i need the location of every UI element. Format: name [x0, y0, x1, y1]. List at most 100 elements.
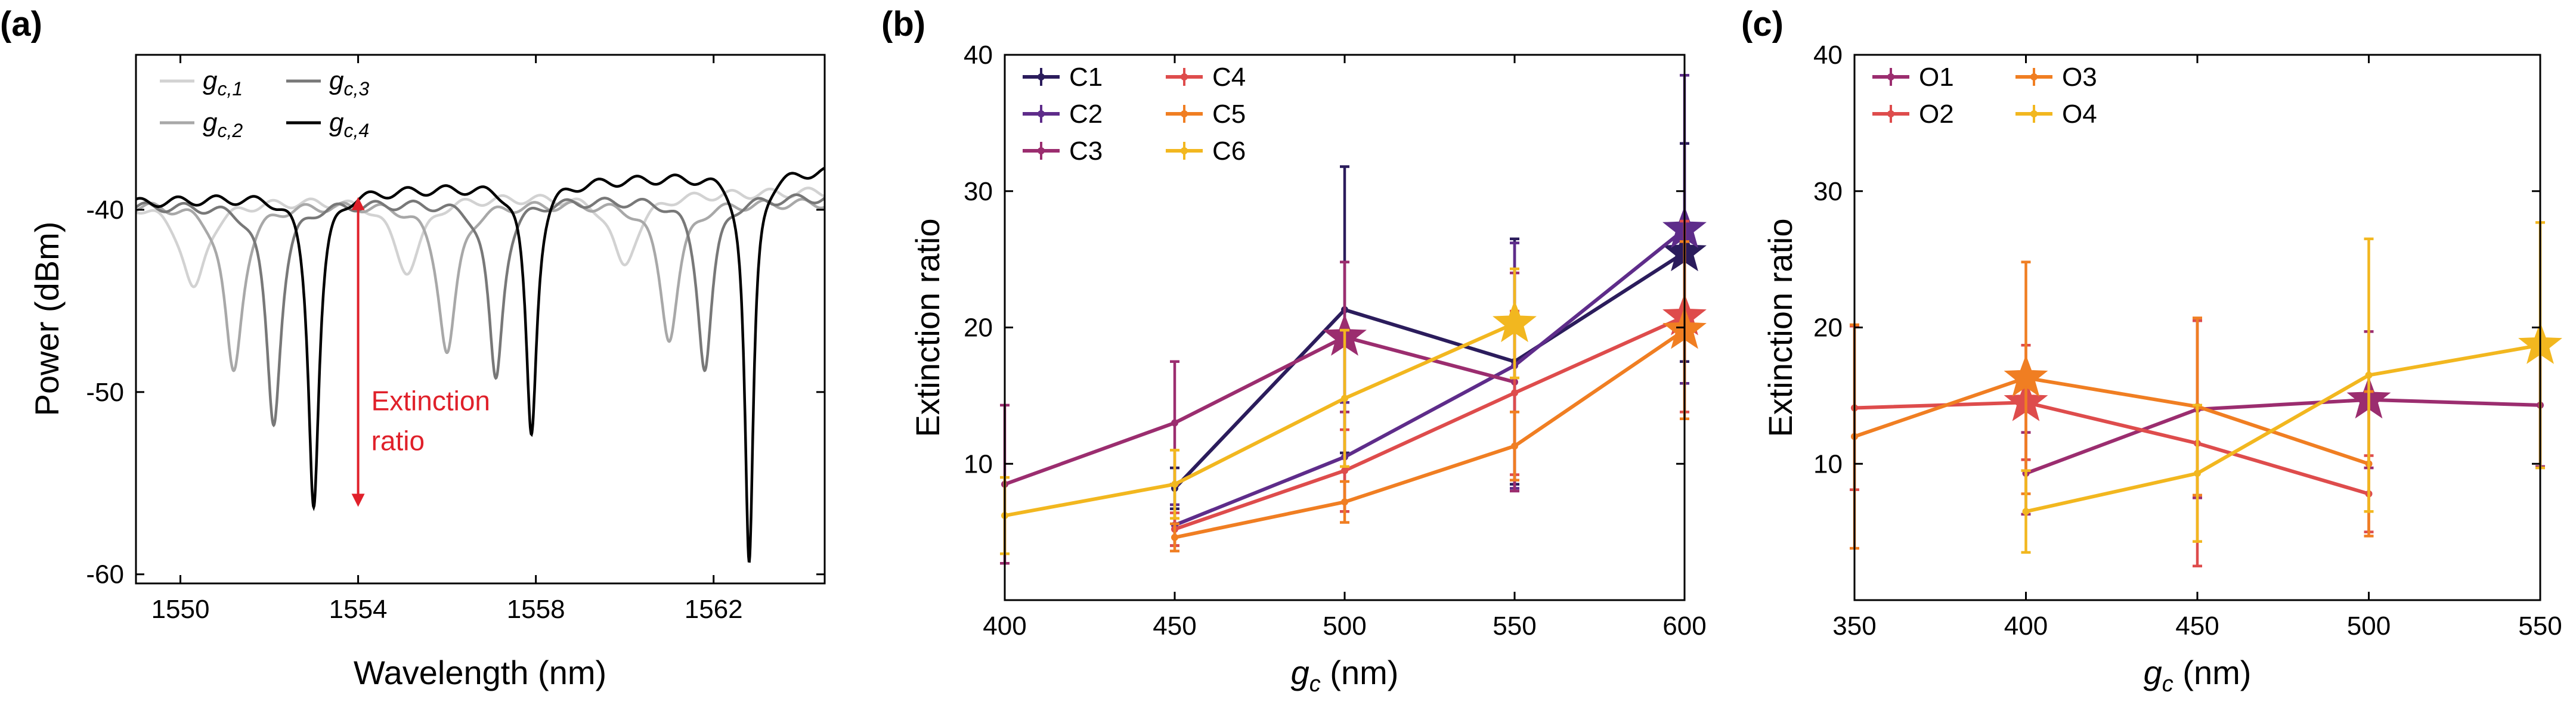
panel-c-ticks: 350 400 450 500 550 10 20 30 40: [1813, 41, 2562, 641]
y-tick-label: -60: [86, 560, 124, 589]
legend-swatch-dot: [1887, 73, 1894, 80]
legend-label-sub: c,3: [343, 78, 369, 100]
legend-label-sub: c,4: [343, 120, 369, 141]
series-c6: [1000, 267, 1537, 555]
data-point: [2365, 371, 2373, 379]
y-tick-label: -40: [86, 195, 124, 225]
series-line: [1174, 228, 1686, 527]
legend-swatch-dot: [2030, 110, 2038, 117]
data-point: [1171, 480, 1178, 488]
spectrum-line: [136, 166, 825, 563]
x-tick-label: 450: [1153, 611, 1196, 641]
x-tick-label: 1554: [329, 595, 388, 624]
panel-b-legend: C1 C2 C3 C4 C5 C6: [1023, 63, 1246, 166]
legend-label: C3: [1069, 136, 1103, 166]
x-tick-label: 500: [2347, 611, 2391, 641]
data-point: [2194, 470, 2201, 477]
series-line: [1854, 376, 2370, 466]
data-point: [1171, 533, 1178, 541]
legend-swatch-dot: [1038, 73, 1045, 80]
legend-swatch-dot: [1038, 110, 1045, 117]
panel-a-label: (a): [0, 5, 42, 44]
series-line: [1854, 400, 2370, 496]
star-marker-icon: [2004, 355, 2048, 397]
panel-c-label: (c): [1741, 5, 1784, 44]
legend-swatch-dot: [1181, 147, 1188, 154]
panel-a-frame: [135, 54, 826, 585]
legend-label: C5: [1212, 100, 1246, 129]
legend-label: O2: [1919, 100, 1954, 129]
data-point: [1171, 419, 1178, 427]
legend-label: C4: [1212, 63, 1246, 92]
legend-label: gc,4: [329, 108, 369, 141]
data-point: [1341, 467, 1348, 474]
panel-c-x-axis-title: gc (nm): [2144, 654, 2252, 697]
series-line: [1173, 251, 1686, 490]
legend-label: O1: [1919, 63, 1954, 92]
legend-label: gc,3: [329, 66, 369, 100]
spectrum-line: [136, 193, 825, 428]
series-line: [1004, 321, 1516, 518]
x-tick-label: 400: [2004, 611, 2048, 641]
annotation-line-2: ratio: [371, 426, 425, 456]
panel-a-plot-area: [136, 166, 825, 563]
panel-b-ticks: 400 450 500 550 600 10 20 30 40: [964, 41, 1707, 641]
legend-label: C6: [1212, 136, 1246, 166]
panel-a-spectra: [136, 166, 825, 563]
panel-c-y-axis-title: Extinction ratio: [1761, 218, 1799, 437]
legend-swatch-dot: [2030, 73, 2038, 80]
panel-a-ticks: 1550 1554 1558 1562 -60 -50 -40: [86, 55, 825, 624]
spectrum-line: [136, 197, 825, 372]
panel-b-y-axis-title: Extinction ratio: [909, 218, 946, 437]
x-tick-label: 550: [1493, 611, 1536, 641]
y-tick-label: 30: [1813, 177, 1843, 206]
panel-b-series: [1000, 74, 1707, 565]
legend-label-sub: c,1: [217, 78, 243, 100]
series-o2: [1850, 319, 2374, 568]
panel-b-x-axis-title: gc (nm): [1291, 654, 1399, 697]
data-point: [1511, 389, 1518, 397]
star-marker-icon: [1493, 300, 1537, 343]
legend-label: C1: [1069, 63, 1103, 92]
panel-b-label: (b): [881, 5, 925, 44]
data-point: [1341, 498, 1348, 506]
y-tick-label: 10: [1813, 449, 1843, 479]
data-point: [1341, 395, 1348, 402]
y-tick-label: 10: [964, 449, 993, 479]
legend-label: gc,2: [203, 108, 243, 141]
series-c1: [1170, 142, 1707, 510]
spectrum-line: [136, 187, 825, 288]
panel-c-legend: O1 O2 O3 O4: [1872, 63, 2097, 129]
legend-label-base: g: [329, 108, 344, 137]
panel-c-series: [1850, 221, 2562, 568]
extinction-ratio-annotation: Extinction ratio: [351, 197, 490, 507]
arrow-head-up-icon: [351, 197, 365, 210]
x-tick-label: 600: [1662, 611, 1706, 641]
y-tick-label: 20: [964, 313, 993, 343]
legend-label-base: g: [329, 66, 344, 95]
legend-swatch-dot: [1887, 110, 1894, 117]
series-line: [1174, 328, 1686, 539]
y-tick-label: 30: [964, 177, 993, 206]
legend-swatch-dot: [1181, 110, 1188, 117]
y-tick-label: 20: [1813, 313, 1843, 343]
x-tick-label: 400: [983, 611, 1026, 641]
y-tick-label: -50: [86, 378, 124, 407]
x-tick-label: 550: [2518, 611, 2562, 641]
panel-a-legend: gc,1gc,2gc,3gc,4: [160, 66, 369, 141]
y-tick-label: 40: [964, 41, 993, 70]
panel-a-x-axis-title: Wavelength (nm): [354, 654, 606, 691]
x-tick-label: 1558: [507, 595, 565, 624]
legend-swatch-dot: [1038, 147, 1045, 154]
x-tick-label: 1562: [685, 595, 743, 624]
legend-label: gc,1: [203, 66, 243, 100]
legend-label-sub: c,2: [217, 120, 243, 141]
legend-label: O4: [2062, 100, 2097, 129]
legend-label-base: g: [203, 108, 218, 137]
series-line: [1174, 315, 1686, 531]
annotation-line-1: Extinction: [371, 385, 490, 416]
arrow-head-down-icon: [351, 493, 365, 507]
legend-label-base: g: [203, 66, 218, 95]
panel-a-spectrum: (a) 1550 1554 1558 1562 -60 -50 -40 Wavelength…: [0, 5, 826, 691]
